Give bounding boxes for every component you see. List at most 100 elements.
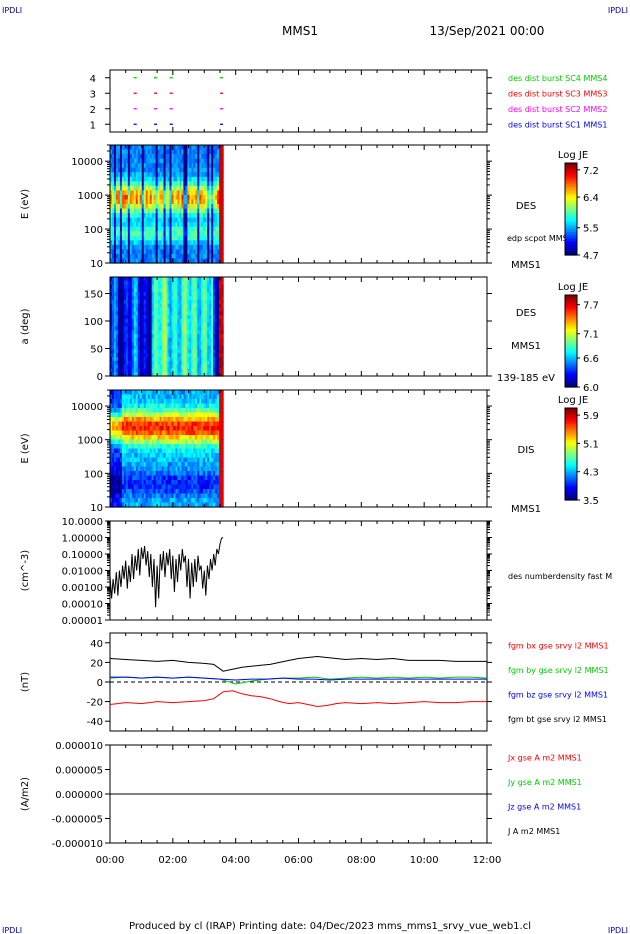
dis-energy-cell — [201, 435, 204, 441]
dis-energy-cell — [201, 471, 204, 477]
dis-energy-cell — [221, 417, 224, 423]
dis-energy-cell — [147, 439, 151, 445]
des-energy-cell — [211, 231, 214, 237]
dis-energy-cell — [203, 403, 206, 409]
des-energy-cell — [117, 244, 121, 250]
des-pitch-cell — [205, 311, 208, 316]
des-energy-cell — [213, 231, 216, 237]
dis-energy-cell — [219, 417, 222, 423]
des-energy-cell — [125, 244, 129, 250]
des-energy-cell — [161, 194, 165, 201]
dis-energy-cell — [117, 390, 121, 396]
des-energy-cell — [115, 222, 119, 228]
des-pitch-cell — [115, 307, 119, 312]
dis-energy-cell — [161, 430, 165, 436]
des-energy-cell — [113, 222, 117, 228]
dis-energy-cell — [157, 408, 161, 414]
des-energy-cell — [165, 163, 169, 169]
des-energy-cell — [129, 222, 133, 228]
dis-energy-cell — [121, 412, 125, 418]
dis-energy-colorbar-cell — [565, 419, 577, 423]
des-energy-cell — [165, 231, 169, 237]
des-energy-cell — [213, 240, 216, 246]
dis-energy-cell — [207, 448, 210, 454]
des-pitch-cell — [159, 303, 163, 309]
dis-energy-cell — [221, 502, 224, 508]
dis-energy-cell — [135, 426, 139, 432]
des-pitch-cell — [113, 303, 117, 309]
des-energy-cell — [193, 145, 196, 151]
des-pitch-cell — [167, 360, 171, 366]
dis-energy-cell — [135, 444, 139, 450]
des-pitch-cell — [129, 277, 133, 282]
des-energy-colorbar-cell — [565, 176, 577, 180]
des-pitch-cell — [193, 364, 196, 369]
des-pitch-cell — [129, 326, 133, 331]
dis-energy-cell — [171, 453, 175, 459]
des-pitch-cell — [133, 330, 137, 335]
des-energy-cell — [191, 163, 194, 169]
des-pitch-cell — [161, 372, 165, 377]
des-energy-cell — [185, 167, 188, 173]
des-energy-cell — [157, 190, 161, 196]
des-pitch-cell — [163, 284, 167, 290]
dis-energy-cell — [110, 435, 113, 441]
dis-energy-cell — [161, 408, 165, 414]
dis-energy-colorbar-cell — [565, 460, 577, 464]
dis-energy-cell — [135, 498, 139, 504]
des-energy-cell — [185, 199, 188, 205]
dis-energy-colorbar-cell — [565, 424, 577, 427]
des-energy-cell — [153, 258, 157, 264]
dis-energy-cell — [119, 475, 123, 481]
des-pitch-cell — [123, 296, 127, 301]
dis-energy-cell — [191, 466, 194, 472]
des-energy-cell — [187, 199, 190, 205]
dis-energy-cell — [165, 394, 169, 400]
dis-energy-cell — [143, 475, 147, 481]
des-energy-cell — [145, 163, 149, 169]
dis-energy-cell — [153, 417, 157, 423]
des-energy-cell — [221, 145, 224, 151]
dis-energy-colorbar-title: Log JE — [558, 395, 588, 406]
dis-energy-cell — [199, 453, 202, 459]
des-energy-cell — [139, 231, 143, 237]
des-pitch-cell — [173, 318, 177, 324]
datetime-title: 13/Sep/2021 00:00 — [430, 24, 545, 38]
des-pitch-cell — [207, 337, 210, 343]
dis-energy-cell — [203, 417, 206, 423]
des-energy-colorbar-cell — [565, 234, 577, 238]
des-pitch-cell — [133, 296, 137, 301]
des-pitch-colorbar-cell — [565, 373, 577, 377]
des-energy-cell — [127, 163, 131, 169]
des-energy-cell — [129, 231, 133, 237]
dis-energy-cell — [183, 466, 186, 472]
dis-energy-cell — [115, 489, 119, 495]
des-pitch-cell — [165, 277, 169, 282]
des-pitch-cell — [123, 360, 127, 366]
des-pitch-cell — [165, 292, 169, 297]
dis-energy-cell — [179, 475, 183, 481]
des-pitch-cell — [195, 307, 198, 312]
des-energy-cell — [119, 199, 123, 205]
des-pitch-cell — [213, 296, 216, 301]
des-energy-cell — [195, 185, 198, 191]
dis-energy-cell — [113, 462, 117, 468]
des-pitch-cell — [173, 307, 177, 312]
des-pitch-cell — [135, 356, 139, 362]
des-energy-cell — [121, 208, 125, 214]
dis-energy-cell — [153, 394, 157, 400]
des-energy-cell — [137, 258, 141, 264]
dis-energy-cell — [125, 430, 129, 436]
dis-energy-cell — [195, 430, 198, 436]
dis-energy-colorbar — [565, 408, 577, 501]
des-energy-cell — [177, 253, 181, 260]
dis-energy-cell — [135, 403, 139, 409]
des-pitch-cell — [211, 311, 214, 316]
dis-energy-cell — [113, 412, 117, 418]
des-energy-cell — [195, 231, 198, 237]
des-energy-cell — [129, 253, 133, 260]
dis-energy-cell — [135, 408, 139, 414]
dis-energy-cell — [193, 453, 196, 459]
des-pitch-cell — [145, 318, 149, 324]
des-energy-cell — [163, 167, 167, 173]
